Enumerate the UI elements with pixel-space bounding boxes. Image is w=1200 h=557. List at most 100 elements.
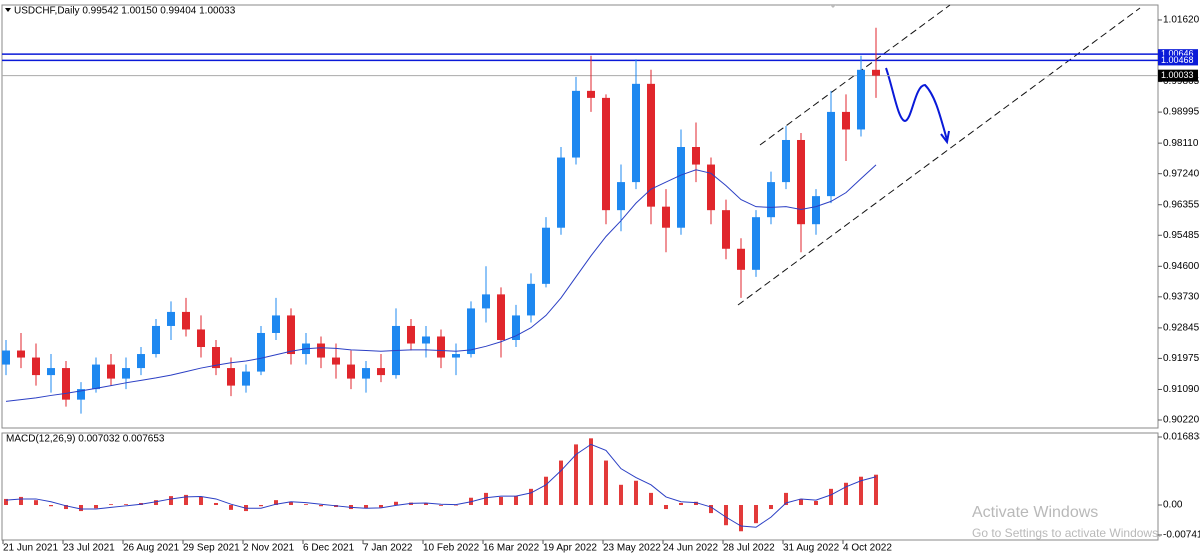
- candle-body: [227, 368, 235, 386]
- x-tick-label: 29 Sep 2021: [183, 543, 240, 554]
- macd-bar: [784, 492, 788, 506]
- watermark-title: Activate Windows: [972, 504, 1098, 521]
- y-tick-label: 0.97240: [1163, 168, 1200, 179]
- macd-bar: [79, 505, 83, 512]
- macd-bar: [739, 505, 743, 532]
- candle-body: [317, 343, 325, 358]
- x-tick-label: 6 Dec 2021: [303, 543, 355, 554]
- candle-body: [107, 364, 115, 379]
- candle-body: [182, 311, 190, 330]
- macd-bar: [49, 505, 53, 507]
- candle-body: [557, 157, 565, 228]
- macd-bar: [514, 496, 518, 506]
- candle-body: [767, 182, 775, 218]
- x-tick-label: 23 Jul 2021: [63, 543, 115, 554]
- macd-bar: [304, 504, 308, 506]
- y-tick-label: 0.91975: [1163, 353, 1200, 364]
- macd-bar: [844, 482, 848, 506]
- candle-body: [77, 389, 85, 400]
- candle-body: [827, 111, 835, 197]
- macd-bar: [199, 496, 203, 506]
- macd-bar: [289, 501, 293, 506]
- candle-body: [707, 164, 715, 211]
- candle-body: [782, 139, 790, 183]
- macd-bar: [364, 505, 368, 509]
- signal-line: [5, 443, 877, 528]
- candle-body: [677, 147, 685, 228]
- candle-body: [632, 83, 640, 183]
- macd-bar: [259, 505, 263, 507]
- x-tick-label: 28 Jul 2022: [723, 543, 775, 554]
- macd-bar: [604, 460, 608, 506]
- candle-body: [242, 371, 250, 386]
- macd-bar: [109, 504, 113, 506]
- macd-bar: [484, 492, 488, 506]
- candle-body: [617, 182, 625, 211]
- macd-bar: [649, 492, 653, 506]
- x-tick-label: 19 Apr 2022: [543, 543, 597, 554]
- macd-bar: [169, 496, 173, 506]
- candle-body: [812, 196, 820, 225]
- x-tick-label: 16 Mar 2022: [483, 543, 540, 554]
- candle-body: [647, 83, 655, 207]
- candle-body: [137, 354, 145, 369]
- macd-bar: [709, 505, 713, 514]
- candle-body: [737, 248, 745, 270]
- candle-body: [212, 347, 220, 369]
- y-tick-label: 0.92845: [1163, 323, 1200, 334]
- candle-body: [452, 354, 460, 358]
- candle-body: [122, 368, 130, 379]
- candle-body: [602, 97, 610, 211]
- candle-body: [32, 357, 40, 376]
- level-label-box: [1158, 49, 1198, 60]
- macd-bar: [64, 505, 68, 510]
- macd-bar: [814, 500, 818, 506]
- y-tick-label: 0.98110: [1163, 138, 1199, 149]
- current-price-box: [1158, 69, 1198, 82]
- candle-body: [2, 350, 10, 365]
- candle-body: [752, 217, 760, 270]
- candle-body: [62, 368, 70, 400]
- macd-bar: [439, 505, 443, 506]
- level-label: 1.00646: [1161, 49, 1194, 59]
- y-tick-label: 0.95485: [1163, 230, 1200, 241]
- candle-body: [17, 350, 25, 358]
- macd-bar: [4, 498, 8, 506]
- main-panel: [1, 4, 1159, 429]
- candle-body: [377, 368, 385, 376]
- candle-body: [362, 368, 370, 379]
- macd-bar: [694, 501, 698, 506]
- y-tick-label: 0.98995: [1163, 107, 1200, 118]
- candle-body: [272, 315, 280, 333]
- macd-bar: [94, 505, 98, 509]
- macd-bar: [499, 496, 503, 506]
- macd-bar: [379, 505, 383, 508]
- candle-body: [332, 357, 340, 365]
- macd-bar: [619, 484, 623, 506]
- channel-lower: [737, 7, 1141, 306]
- macd-bar: [214, 502, 218, 506]
- macd-bar: [589, 438, 593, 506]
- candle-body: [722, 210, 730, 249]
- candle-body: [287, 315, 295, 355]
- macd-bar: [664, 505, 668, 510]
- macd-bar: [769, 505, 773, 510]
- macd-bar: [19, 496, 23, 506]
- indicator-title: MACD(12,26,9) 0.007032 0.007653: [6, 434, 165, 445]
- macd-bar: [874, 474, 878, 506]
- x-tick-label: 31 Aug 2022: [783, 543, 840, 554]
- macd-bar: [184, 494, 188, 506]
- channel-upper: [759, 4, 951, 146]
- x-tick-label: 7 Jan 2022: [363, 543, 413, 554]
- candle-body: [842, 111, 850, 130]
- y-tick-label: 0.00: [1163, 500, 1183, 511]
- menu-triangle[interactable]: [5, 8, 11, 12]
- x-tick-label: 26 Aug 2021: [123, 543, 180, 554]
- macd-bar: [124, 504, 128, 506]
- candle-body: [167, 311, 175, 326]
- macd-bar: [574, 444, 578, 506]
- level-label: 1.00468: [1161, 55, 1194, 65]
- macd-bar: [754, 505, 758, 524]
- candle-body: [467, 308, 475, 355]
